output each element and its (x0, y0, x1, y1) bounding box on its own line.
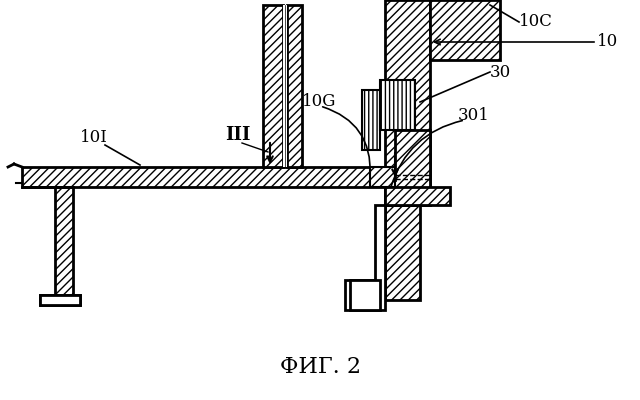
Polygon shape (385, 187, 450, 205)
Bar (380, 80, 415, 130)
Bar (283, 5, 287, 167)
Bar (40, 295, 80, 305)
Text: 10G: 10G (302, 93, 337, 110)
Bar (350, 280, 380, 310)
Polygon shape (345, 205, 385, 310)
Text: 10: 10 (597, 33, 618, 50)
Text: III: III (225, 126, 250, 144)
Bar (430, 0, 500, 60)
Text: 301: 301 (458, 107, 490, 124)
Text: 30: 30 (490, 64, 511, 81)
Bar (362, 90, 380, 150)
Text: 10I: 10I (80, 129, 108, 146)
Polygon shape (385, 130, 430, 205)
Bar (55, 187, 73, 298)
Bar (287, 5, 302, 167)
Bar (22, 167, 395, 187)
Bar (263, 5, 283, 167)
Polygon shape (370, 167, 395, 187)
Bar (40, 295, 80, 305)
Bar (385, 0, 430, 205)
Bar (385, 205, 420, 300)
Text: 10C: 10C (519, 13, 553, 30)
Text: ФИГ. 2: ФИГ. 2 (280, 356, 360, 378)
